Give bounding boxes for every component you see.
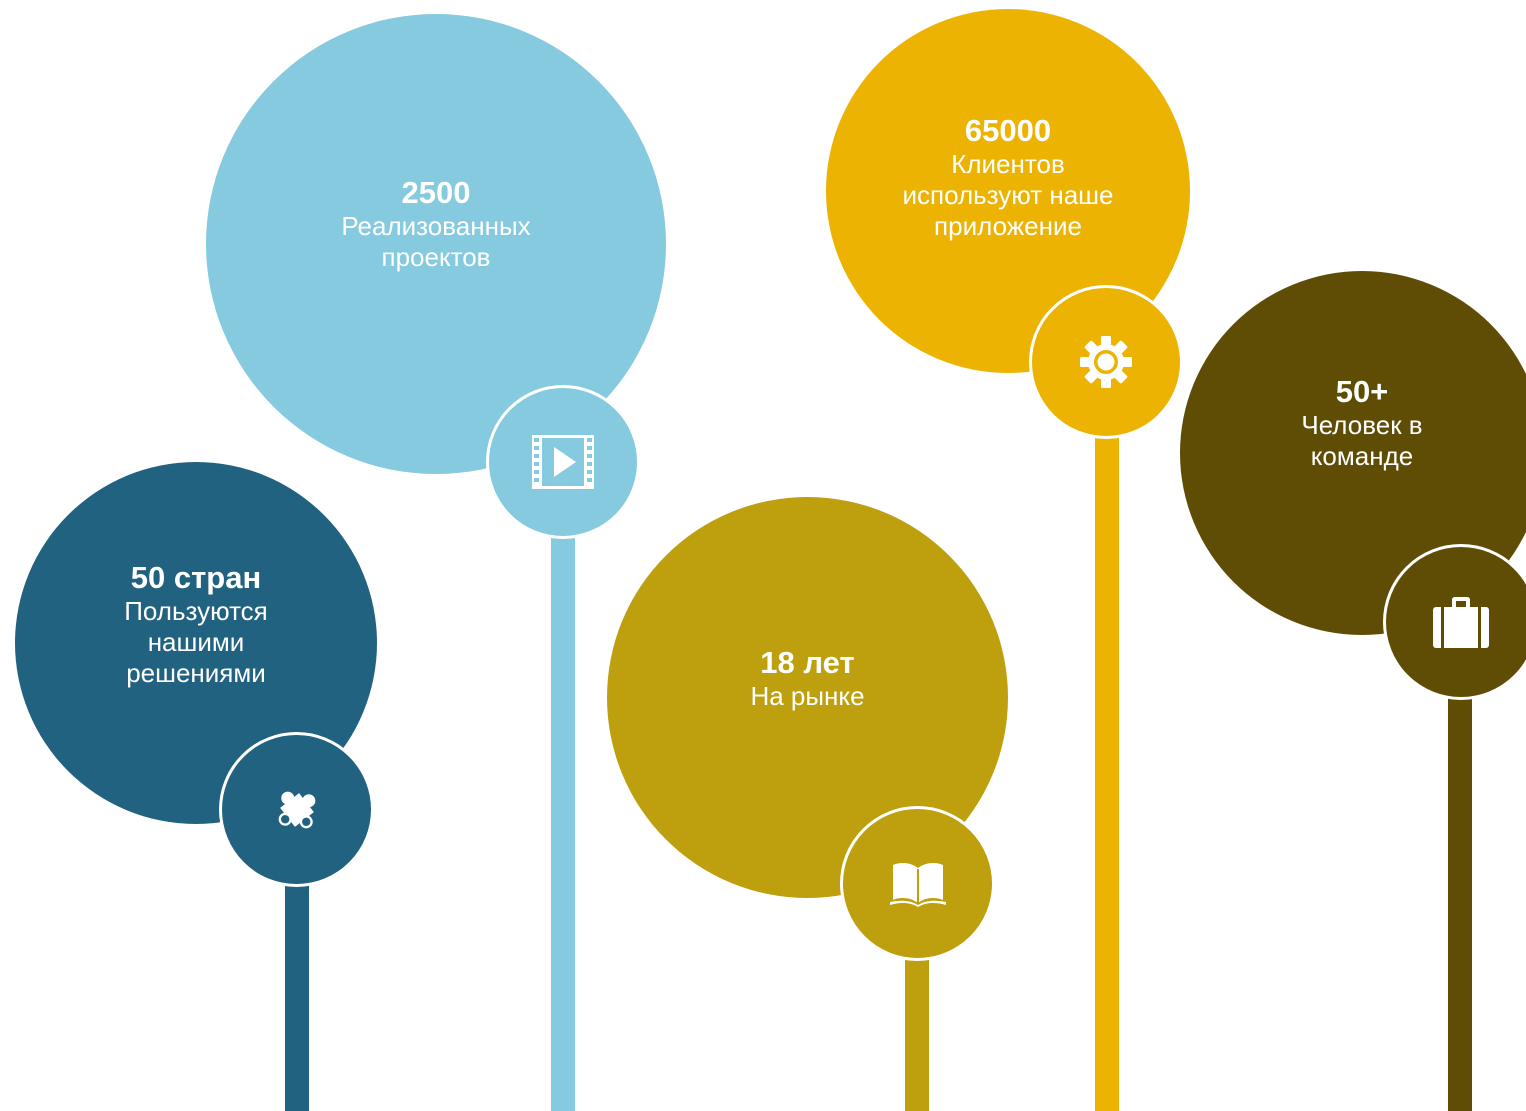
circle-countries: 50 стран Пользуются нашими решениями xyxy=(15,462,377,824)
icon-circle-team xyxy=(1383,544,1526,700)
book-icon xyxy=(889,860,946,908)
stat-label-team-line-2: команде xyxy=(1310,441,1414,471)
film-play-icon xyxy=(532,435,594,489)
icon-circle-projects xyxy=(486,385,640,539)
stem-projects xyxy=(551,535,575,1111)
stat-label-countries-line-3: решениями xyxy=(126,658,266,688)
stat-label-team-line-1: Человек в xyxy=(1301,410,1423,440)
stat-label-countries-line-2: нашими xyxy=(147,627,245,657)
stat-value-projects: 2500 xyxy=(401,175,471,210)
stat-value-team: 50+ xyxy=(1335,374,1389,409)
stat-label-countries-line-1: Пользуются xyxy=(124,596,268,626)
gear-icon xyxy=(1079,335,1133,389)
puzzle-icon xyxy=(269,782,325,838)
icon-circle-years xyxy=(840,806,995,961)
icon-circle-clients xyxy=(1029,285,1183,439)
stem-countries xyxy=(285,880,309,1111)
stat-label-projects-line-2: проектов xyxy=(381,242,491,272)
stat-label-years-line-1: На рынке xyxy=(750,681,865,711)
stat-value-clients: 65000 xyxy=(964,113,1052,148)
stat-value-countries: 50 стран xyxy=(130,560,262,595)
stem-clients xyxy=(1095,415,1119,1111)
stem-years xyxy=(905,955,929,1111)
briefcase-icon xyxy=(1433,596,1489,648)
stat-value-years: 18 лет xyxy=(760,645,855,680)
stat-label-clients-line-3: приложение xyxy=(934,211,1082,241)
stat-label-clients-line-2: используют наше xyxy=(902,180,1114,210)
stem-team xyxy=(1448,690,1472,1111)
stat-label-clients-line-1: Клиентов xyxy=(951,149,1065,179)
stat-label-projects-line-1: Реализованных xyxy=(341,211,531,241)
icon-circle-countries xyxy=(219,732,374,887)
